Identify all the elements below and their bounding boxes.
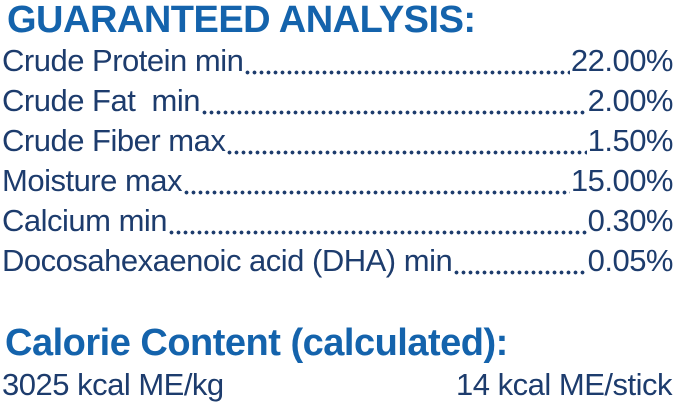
nutrient-value: 15.00%	[570, 163, 674, 198]
analysis-row: Crude Fiber max 1.50%	[2, 121, 674, 161]
nutrient-label: Docosahexaenoic acid (DHA) min	[2, 243, 453, 278]
dotted-leader	[226, 121, 587, 161]
analysis-row: Crude Fat min 2.00%	[2, 81, 674, 121]
nutrient-label: Calcium min	[2, 203, 168, 238]
nutrient-value: 1.50%	[587, 123, 674, 158]
nutrient-label: Moisture max	[2, 163, 183, 198]
analysis-rows: Crude Protein min 22.00% Crude Fat min 2.00…	[2, 41, 674, 281]
calorie-per-stick: 14 kcal ME/stick	[456, 367, 672, 402]
nutrient-value: 0.05%	[587, 243, 674, 278]
nutrient-value: 0.30%	[587, 203, 674, 238]
analysis-row: Docosahexaenoic acid (DHA) min 0.05%	[2, 241, 674, 281]
dotted-leader	[453, 241, 587, 281]
calorie-per-kg: 3025 kcal ME/kg	[2, 367, 224, 402]
nutrient-label: Crude Fat min	[2, 83, 201, 118]
analysis-row: Crude Protein min 22.00%	[2, 41, 674, 81]
dotted-leader	[183, 161, 570, 201]
calorie-content-heading: Calorie Content (calculated):	[5, 322, 508, 364]
dotted-leader	[244, 41, 570, 81]
analysis-row: Moisture max 15.00%	[2, 161, 674, 201]
dotted-leader	[201, 81, 587, 121]
nutrient-value: 2.00%	[587, 83, 674, 118]
guaranteed-analysis-heading: GUARANTEED ANALYSIS:	[7, 0, 476, 41]
calorie-values-line: 3025 kcal ME/kg 14 kcal ME/stick	[2, 365, 672, 405]
dotted-leader	[168, 201, 587, 241]
analysis-row: Calcium min 0.30%	[2, 201, 674, 241]
nutrient-label: Crude Protein min	[2, 43, 244, 78]
nutrient-value: 22.00%	[570, 43, 674, 78]
nutrient-label: Crude Fiber max	[2, 123, 226, 158]
